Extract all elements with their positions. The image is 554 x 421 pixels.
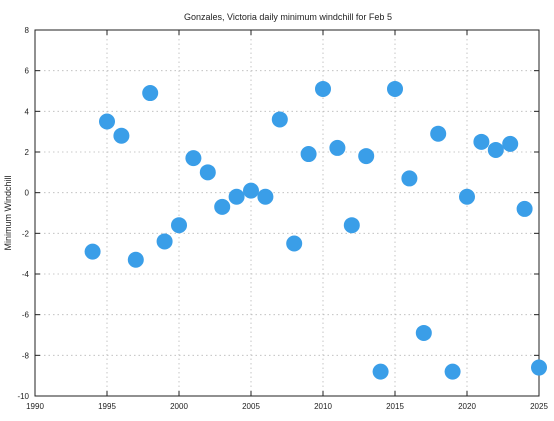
- x-tick-label: 2015: [386, 402, 404, 411]
- y-axis-label: Minimum Windchill: [3, 175, 13, 250]
- x-tick-label: 2000: [170, 402, 188, 411]
- data-point: [84, 243, 101, 260]
- data-point: [459, 188, 475, 205]
- data-point: [415, 324, 432, 341]
- data-point: [315, 80, 331, 97]
- data-point: [243, 182, 259, 199]
- data-point: [214, 198, 231, 215]
- data-point: [199, 164, 216, 181]
- data-point: [156, 233, 173, 250]
- data-point: [343, 217, 360, 234]
- x-tick-label: 2005: [242, 402, 260, 411]
- data-point: [358, 148, 375, 165]
- plot-frame: [34, 29, 540, 397]
- data-point: [257, 188, 274, 205]
- data-point: [300, 146, 317, 163]
- data-point: [171, 217, 187, 234]
- data-point: [185, 150, 202, 167]
- y-tick-label: 2: [25, 148, 30, 157]
- x-tick-label: 2010: [314, 402, 332, 411]
- x-tick-label: 2025: [530, 402, 548, 411]
- data-point: [430, 125, 447, 142]
- data-point: [228, 188, 245, 205]
- data-point: [487, 141, 504, 158]
- x-tick-label: 1990: [26, 402, 44, 411]
- axis-ticks: -10 -8 -6 -4 -2 0 2 4 6 8 1990 1995 2000 2005 2010 2015…: [17, 26, 548, 411]
- y-tick-label: -2: [22, 229, 30, 238]
- data-point: [502, 135, 519, 152]
- data-point: [99, 113, 115, 130]
- data-point: [271, 111, 288, 128]
- data-point: [142, 85, 159, 102]
- data-point: [401, 170, 418, 187]
- data-point: [329, 139, 346, 156]
- data-point: [531, 359, 547, 376]
- x-tick-label: 2020: [458, 402, 476, 411]
- data-point: [372, 363, 389, 380]
- y-tick-label: 4: [25, 107, 30, 116]
- y-tick-label: -6: [22, 311, 30, 320]
- data-point: [127, 251, 144, 268]
- x-tick-label: 1995: [98, 402, 116, 411]
- y-tick-label: -8: [22, 351, 30, 360]
- y-tick-label: 0: [25, 189, 30, 198]
- grid-lines: [35, 30, 539, 396]
- chart-title: Gonzales, Victoria daily minimum windchi…: [184, 12, 392, 22]
- y-tick-label: -10: [17, 392, 29, 401]
- data-point: [473, 133, 490, 150]
- data-point: [387, 80, 403, 97]
- data-point: [286, 235, 303, 252]
- data-point: [516, 200, 533, 217]
- data-point: [444, 363, 461, 380]
- y-tick-label: -4: [22, 270, 30, 279]
- data-points: [84, 80, 547, 380]
- y-tick-label: 6: [25, 67, 30, 76]
- y-tick-label: 8: [25, 26, 30, 35]
- data-point: [113, 127, 130, 144]
